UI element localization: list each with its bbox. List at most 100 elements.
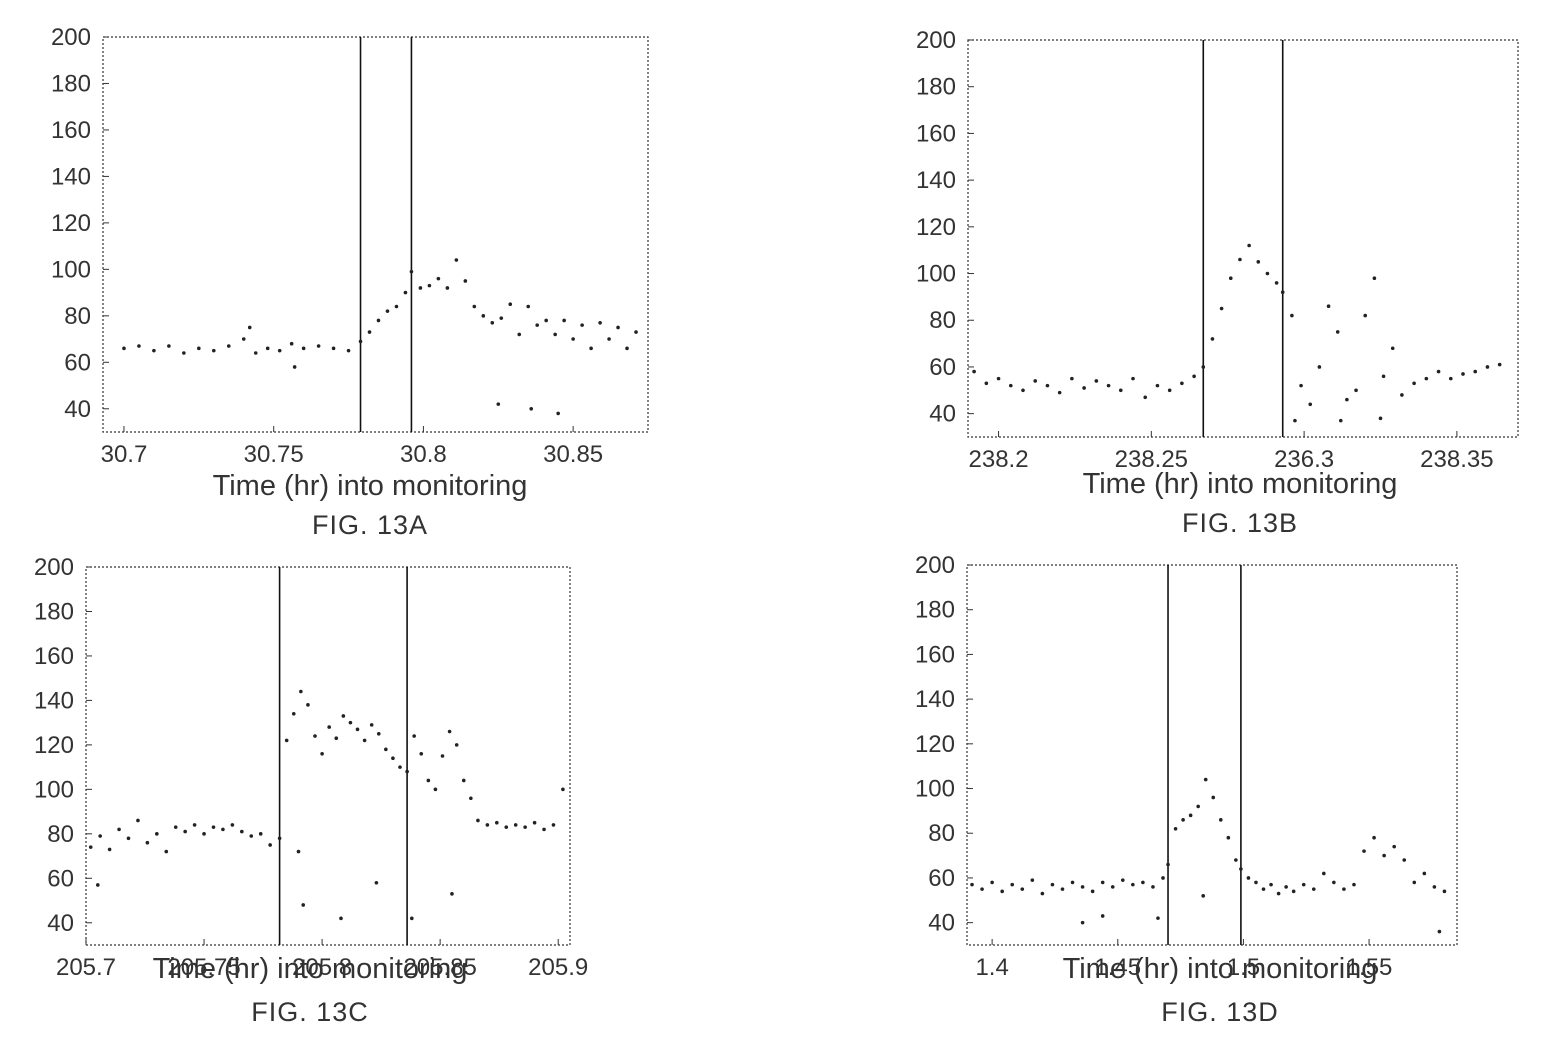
fig-13a-data-point [211,348,216,353]
fig-13a-data-point [277,348,282,353]
fig-13a-data-point [409,269,414,274]
fig-13d-data-point [1276,891,1281,896]
fig-13c-plot-frame [85,566,571,946]
fig-13c-data-point [495,820,499,825]
fig-13c-data-point [419,751,424,756]
fig-13c-data-point [230,823,235,827]
fig-13d-data-point [1226,835,1231,840]
fig-13a-y-tick-label: 120 [51,210,91,237]
fig-13c-data-point [301,903,306,907]
fig-13d-data-point [1432,885,1437,889]
fig-13a-data-point [625,346,629,351]
fig-13b-data-point [1473,369,1478,374]
fig-13a-data-point [346,348,351,353]
fig-13c-data-point [362,738,367,743]
fig-13d-data-point [1239,867,1243,871]
fig-13c-data-point [454,743,459,747]
fig-13b-y-tick-label: 180 [916,74,956,101]
fig-13d-y-tick-label: 120 [915,731,955,758]
fig-13a-x-tick-label: 30.75 [244,441,304,468]
fig-13a-data-point [167,344,171,348]
fig-13b-data-point [1448,376,1453,381]
fig-13a-y-tick-label: 140 [51,163,91,190]
fig-13c-data-point [240,829,244,834]
fig-13c-data-point [164,849,169,854]
fig-13b-data-point [1338,418,1343,423]
fig-13a-data-point [394,304,399,309]
fig-13a-data-point [137,344,141,348]
fig-13b-panel: 40 60 80 100 120 140 160 180 200 238.2 238.25 236.3… [780,0,1543,545]
fig-13d-data-point [1040,891,1045,896]
fig-13b-data-point [1143,395,1148,400]
fig-13d-data-point [1173,826,1178,831]
fig-13c-data-point [551,823,556,827]
fig-13b-data-point [1424,376,1429,381]
fig-13d-panel: 40 60 80 100 120 140 160 180 200 1.4 1.45 1.5 1.55 T… [780,545,1543,1049]
fig-13b-data-point [1436,369,1441,374]
fig-13a-y-tick-label: 200 [51,24,91,51]
fig-13d-data-point [1311,887,1316,891]
fig-13d-data-point [1050,882,1055,887]
fig-13b-data-point [1131,376,1135,381]
fig-13b-data-point [1057,390,1062,395]
fig-13b-data-point [1180,381,1184,386]
fig-13d-data-point [1181,818,1185,822]
fig-13c-data-point [327,725,331,729]
fig-13d-data-point [1151,885,1155,889]
fig-13c-data-point [341,714,346,718]
fig-13a-data-point [616,325,620,330]
fig-13b-x-axis-label: Time (hr) into monitoring [1082,468,1398,500]
fig-13b-data-point [1106,383,1111,388]
fig-13d-data-point [990,880,994,885]
fig-13c-data-point [485,823,490,827]
fig-13a-x-axis-label: Time (hr) into monitoring [212,470,528,502]
fig-13b-data-point [996,376,1001,381]
fig-13a-data-point [197,346,201,351]
fig-13d-data-point [970,882,974,887]
fig-13d-data-point [1402,858,1407,862]
fig-13a-data-point [544,318,548,323]
fig-13b-data-point [1219,306,1224,311]
fig-13a-plot-frame [102,36,649,433]
fig-13a-x-tick-label: 30.85 [543,441,603,468]
fig-13b-data-point [1247,243,1251,248]
fig-13d-data-point [1203,777,1208,782]
fig-13c-y-tick-label: 160 [34,643,74,670]
fig-13a-data-point [508,302,513,307]
fig-13d-plot-frame [966,564,1458,946]
fig-13b-data-point [1354,388,1358,393]
fig-13a-y-tick-label: 160 [51,117,91,144]
fig-13b-data-point [1256,260,1261,264]
fig-13d-data-point [1090,889,1095,894]
fig-13a-x-tick-label: 30.8 [400,441,447,468]
fig-13a-chart: 40 60 80 100 120 140 160 180 200 30.7 30.75 30.8 30.… [51,24,649,468]
fig-13d-data-point [1392,844,1396,849]
fig-13a-data-point [556,411,560,416]
fig-13c-data-point [410,916,414,921]
fig-13c-data-point [183,829,187,834]
fig-13d-y-tick-label: 100 [915,776,955,803]
fig-13c-data-point [96,883,100,887]
fig-13c-data-point [561,787,565,792]
fig-13b-y-tick-label: 160 [916,120,956,147]
fig-13b-data-point [1378,416,1383,421]
fig-13d-data-point [1196,804,1200,809]
fig-13d-data-point [1437,929,1442,934]
fig-13a-data-point [241,337,246,341]
fig-13a-data-point [331,346,336,351]
fig-13b-chart: 40 60 80 100 120 140 160 180 200 238.2 238.25 236.3… [916,27,1519,473]
fig-13a-data-point [571,337,575,341]
fig-13d-data-point [1000,889,1004,894]
fig-13c-x-axis-label: Time (hr) into monitoring [152,953,468,985]
fig-13b-x-tick-label: 238.25 [1115,446,1188,473]
fig-13b-data-point [1390,346,1395,351]
fig-13c-y-tick-label: 140 [34,687,74,714]
fig-13c-y-tick-label: 200 [34,554,74,581]
fig-13b-figure-label: FIG. 13B [1181,508,1299,538]
fig-13d-data-point [1166,862,1170,867]
fig-13d-data-point [1080,885,1085,889]
fig-13a-y-tick-label: 100 [51,256,91,283]
fig-13c-y-tick-label: 40 [47,910,74,937]
fig-13a-data-point [292,365,297,369]
fig-13b-data-point [1461,372,1465,376]
